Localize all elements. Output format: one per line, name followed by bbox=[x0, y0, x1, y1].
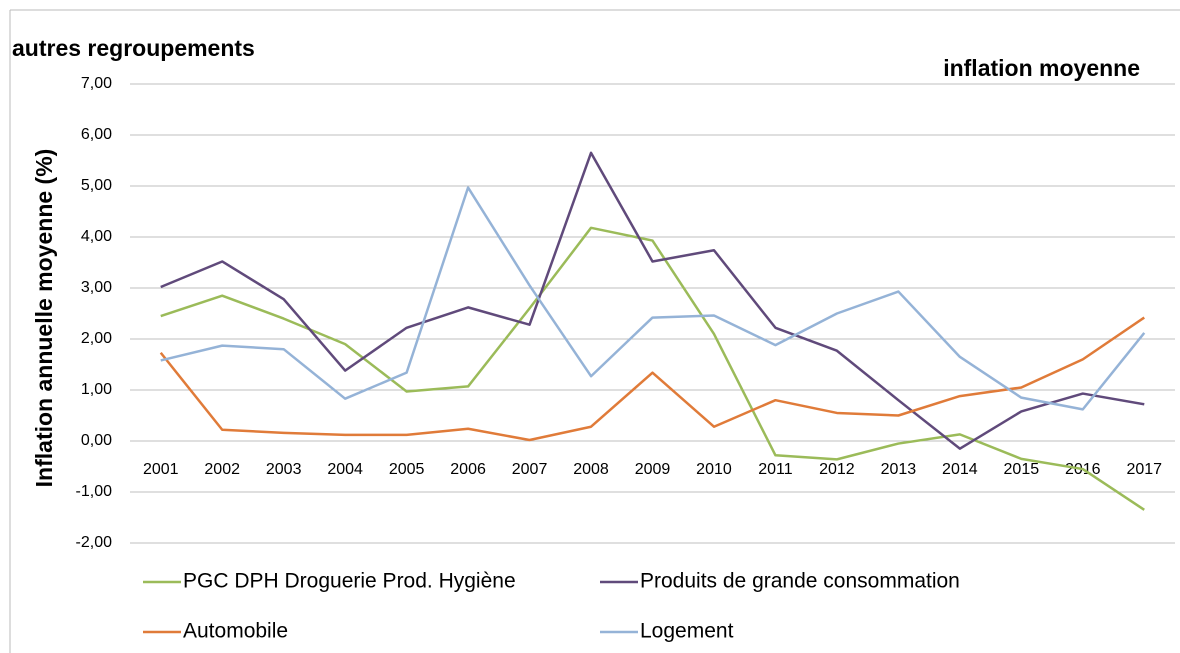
x-tick-label: 2014 bbox=[942, 461, 978, 478]
x-tick-label: 2008 bbox=[573, 461, 609, 478]
x-tick-label: 2012 bbox=[819, 461, 855, 478]
y-tick-label: -2,00 bbox=[76, 534, 113, 551]
x-tick-label: 2001 bbox=[143, 461, 179, 478]
legend-label: Produits de grande consommation bbox=[640, 570, 960, 593]
x-tick-label: 2005 bbox=[389, 461, 425, 478]
y-tick-label: 5,00 bbox=[81, 177, 112, 194]
legend-label: PGC DPH Droguerie Prod. Hygiène bbox=[183, 570, 516, 593]
x-tick-label: 2002 bbox=[204, 461, 240, 478]
x-tick-label: 2003 bbox=[266, 461, 302, 478]
x-tick-label: 2007 bbox=[512, 461, 548, 478]
y-tick-label: 0,00 bbox=[81, 432, 112, 449]
series-line bbox=[159, 316, 1145, 442]
y-tick-label: 4,00 bbox=[81, 228, 112, 245]
y-tick-label: 7,00 bbox=[81, 75, 112, 92]
chart-title: autres regroupements bbox=[12, 35, 255, 61]
x-tick-label: 2010 bbox=[696, 461, 732, 478]
series-line bbox=[160, 226, 1145, 511]
x-tick-label: 2013 bbox=[881, 461, 917, 478]
y-tick-label: 1,00 bbox=[81, 381, 112, 398]
x-tick-label: 2009 bbox=[635, 461, 671, 478]
x-tick-label: 2015 bbox=[1004, 461, 1040, 478]
legend-label: Automobile bbox=[183, 620, 288, 643]
x-tick-label: 2011 bbox=[758, 461, 793, 478]
y-tick-label: -1,00 bbox=[76, 483, 113, 500]
x-tick-label: 2006 bbox=[450, 461, 486, 478]
y-axis-label: Inflation annuelle moyenne (%) bbox=[31, 149, 57, 488]
legend-label: Logement bbox=[640, 620, 734, 643]
series-line bbox=[160, 186, 1146, 411]
series-line bbox=[160, 151, 1145, 450]
x-tick-label: 2004 bbox=[327, 461, 363, 478]
chart-subtitle: inflation moyenne bbox=[943, 55, 1140, 81]
y-tick-label: 6,00 bbox=[81, 126, 112, 143]
y-tick-label: 2,00 bbox=[81, 330, 112, 347]
y-tick-label: 3,00 bbox=[81, 279, 112, 296]
x-tick-label: 2017 bbox=[1126, 461, 1162, 478]
